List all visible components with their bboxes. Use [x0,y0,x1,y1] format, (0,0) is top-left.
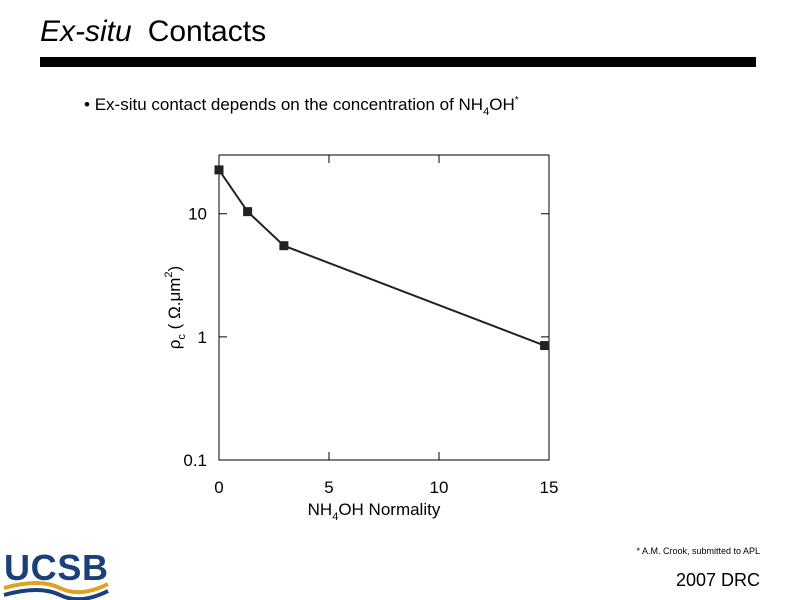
x-tick-label: 5 [324,478,333,497]
logo-wave [3,588,109,600]
x-tick-label: 15 [540,478,559,497]
footnote: * A.M. Crook, submitted to APL [636,546,760,556]
x-axis-label-part: OH Normality [338,500,441,519]
y-axis-label-part: c [176,334,188,340]
data-point [279,241,289,251]
bullet: • Ex-situ contact depends on the concent… [84,95,519,118]
y-tick-label: 1 [198,328,207,347]
slide-title: Ex-situ Contacts [40,15,266,48]
y-axis-label-part: 2 [163,271,175,277]
title-rule [40,57,756,67]
logo-text: UCSB [4,547,108,588]
x-axis-label-part: NH [308,500,333,519]
y-axis-label-part: ρ [165,340,184,350]
logo-wave [3,581,109,595]
x-axis-label-part: 4 [332,511,338,523]
y-tick-label: 10 [188,205,207,224]
x-axis-label: NH4OH Normality [308,500,441,523]
y-axis-label: ρc ( Ω.μm2) [163,266,188,349]
logo: UCSB [3,547,109,600]
data-point [243,207,253,217]
plot: 0.1 1 10 0 5 10 15 NH4OH Normality ρc ( Ω.μm2) [163,154,559,523]
x-tick-label: 10 [430,478,449,497]
y-axis-label-part: ) [165,266,184,272]
y-tick-label: 0.1 [183,451,207,470]
footer: 2007 DRC [676,570,760,590]
data-point [214,165,224,175]
y-axis-label-part: ( Ω.μm [165,278,184,335]
data-point [540,341,550,351]
x-tick-label: 0 [214,478,223,497]
plot-frame [218,154,550,461]
data-line [218,169,545,347]
